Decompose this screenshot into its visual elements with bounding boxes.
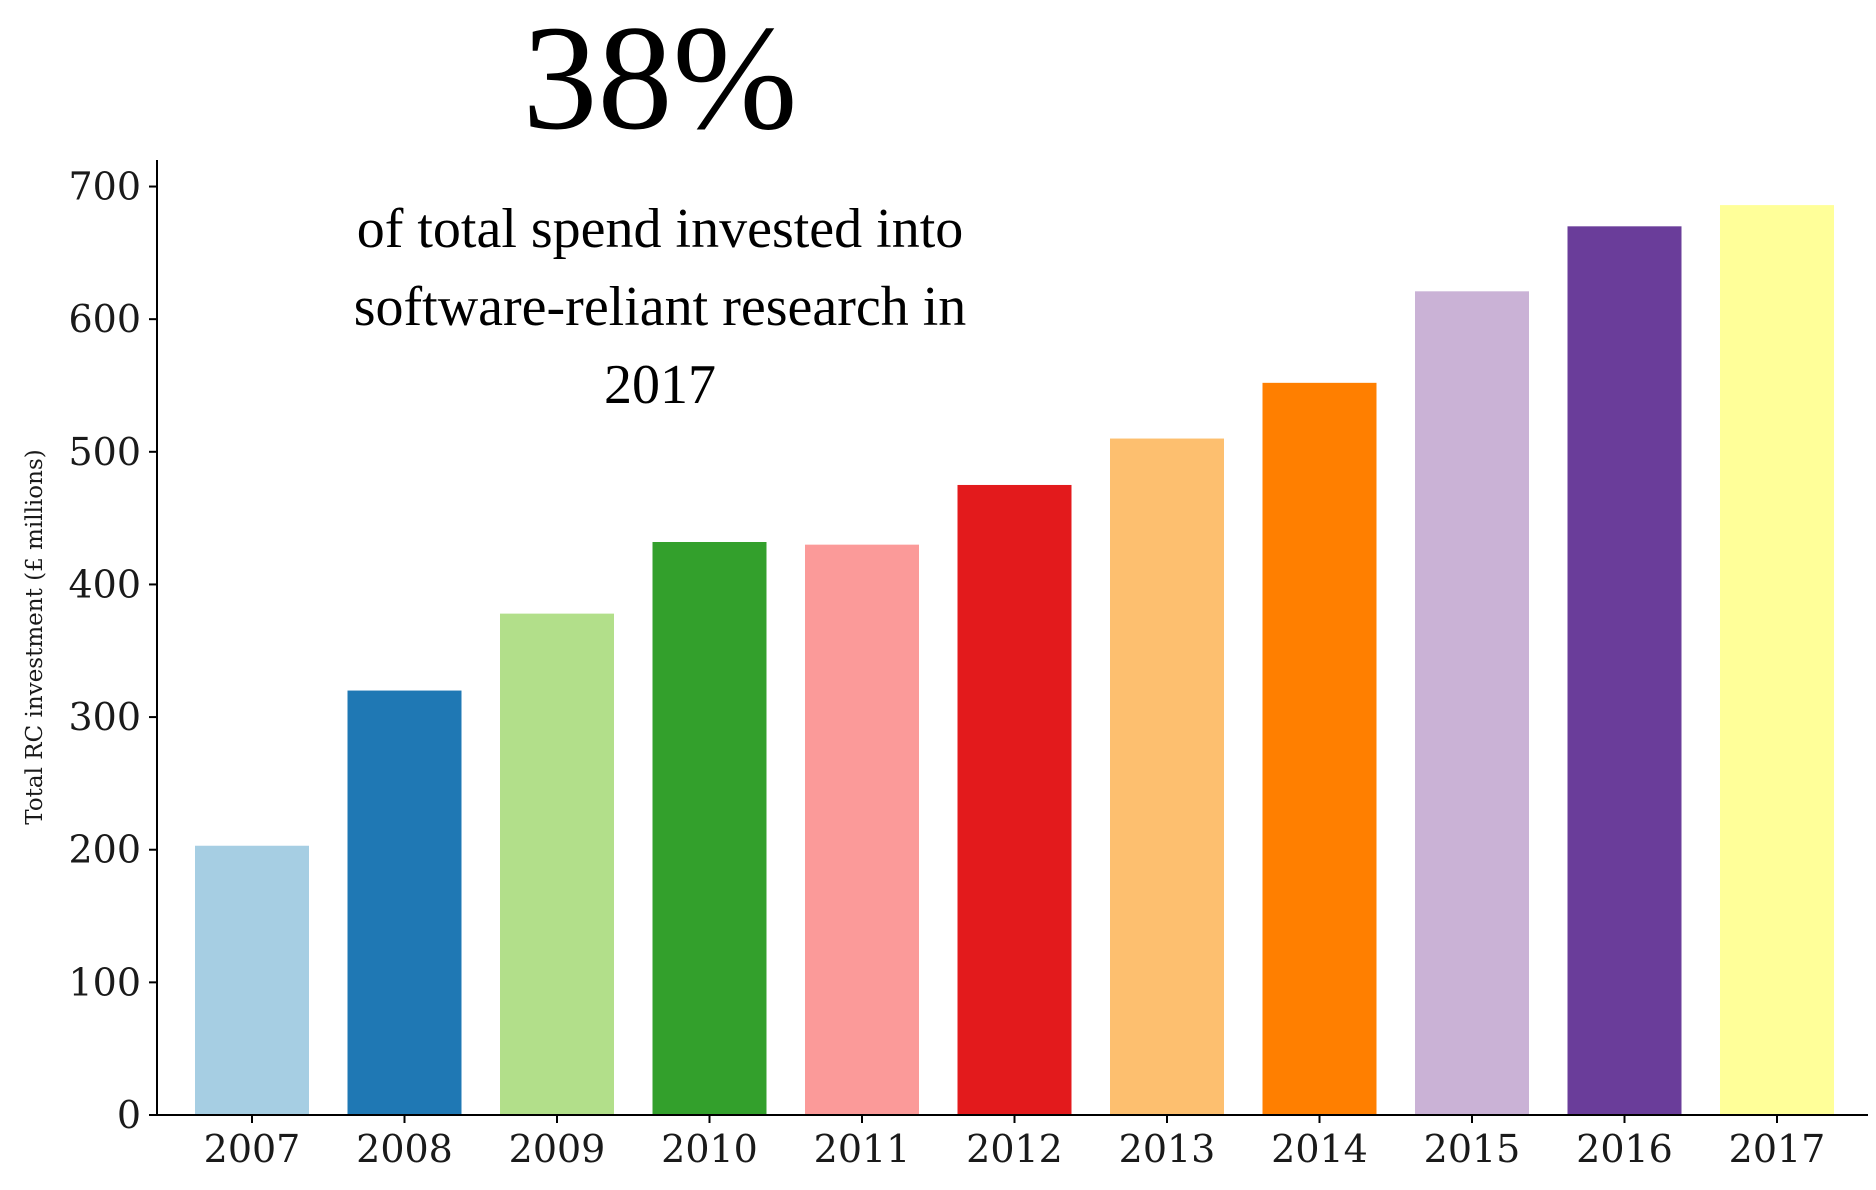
bar-2013 <box>1110 438 1224 1116</box>
y-tick-label-200: 200 <box>68 828 141 872</box>
x-tick-label-2007: 2007 <box>204 1127 301 1171</box>
annotation-line-3: 2017 <box>604 354 716 416</box>
y-axis-ticks: 0 100 200 300 400 500 600 700 <box>68 165 157 1137</box>
x-tick-label-2011: 2011 <box>814 1127 911 1171</box>
bar-2009 <box>500 613 614 1115</box>
bar-2015 <box>1415 291 1529 1115</box>
x-tick-label-2012: 2012 <box>966 1127 1063 1171</box>
x-tick-label-2016: 2016 <box>1576 1127 1673 1171</box>
bar-2010 <box>652 542 767 1115</box>
x-tick-label-2014: 2014 <box>1271 1127 1368 1171</box>
x-tick-label-2013: 2013 <box>1119 1127 1216 1171</box>
x-tick-label-2010: 2010 <box>661 1127 758 1171</box>
y-tick-label-400: 400 <box>68 562 141 606</box>
annotation-line-1: of total spend invested into <box>357 198 964 260</box>
y-tick-label-500: 500 <box>68 430 141 474</box>
bar-2008 <box>347 690 462 1115</box>
x-tick-label-2017: 2017 <box>1729 1127 1826 1171</box>
x-tick-label-2015: 2015 <box>1424 1127 1521 1171</box>
y-tick-label-700: 700 <box>68 165 141 209</box>
bar-2017 <box>1720 205 1834 1115</box>
annotation-line-2: software-reliant research in <box>354 276 967 338</box>
bar-2011 <box>805 544 919 1115</box>
bars-group <box>195 205 1834 1116</box>
y-tick-label-0: 0 <box>117 1093 141 1137</box>
x-tick-label-2009: 2009 <box>509 1127 606 1171</box>
y-tick-label-300: 300 <box>68 695 141 739</box>
x-axis-ticks: 2007 2008 2009 2010 2011 2012 2013 2014 2015 2016… <box>204 1115 1826 1171</box>
bar-2014 <box>1262 382 1377 1115</box>
y-axis-label: Total RC investment (£ millions) <box>22 449 48 824</box>
y-tick-label-600: 600 <box>68 297 141 341</box>
bar-2012 <box>957 484 1072 1115</box>
bar-2007 <box>195 845 309 1115</box>
x-tick-label-2008: 2008 <box>356 1127 453 1171</box>
y-tick-label-100: 100 <box>68 960 141 1004</box>
bar-2016 <box>1567 226 1682 1115</box>
headline-stat: 38% <box>523 0 798 161</box>
